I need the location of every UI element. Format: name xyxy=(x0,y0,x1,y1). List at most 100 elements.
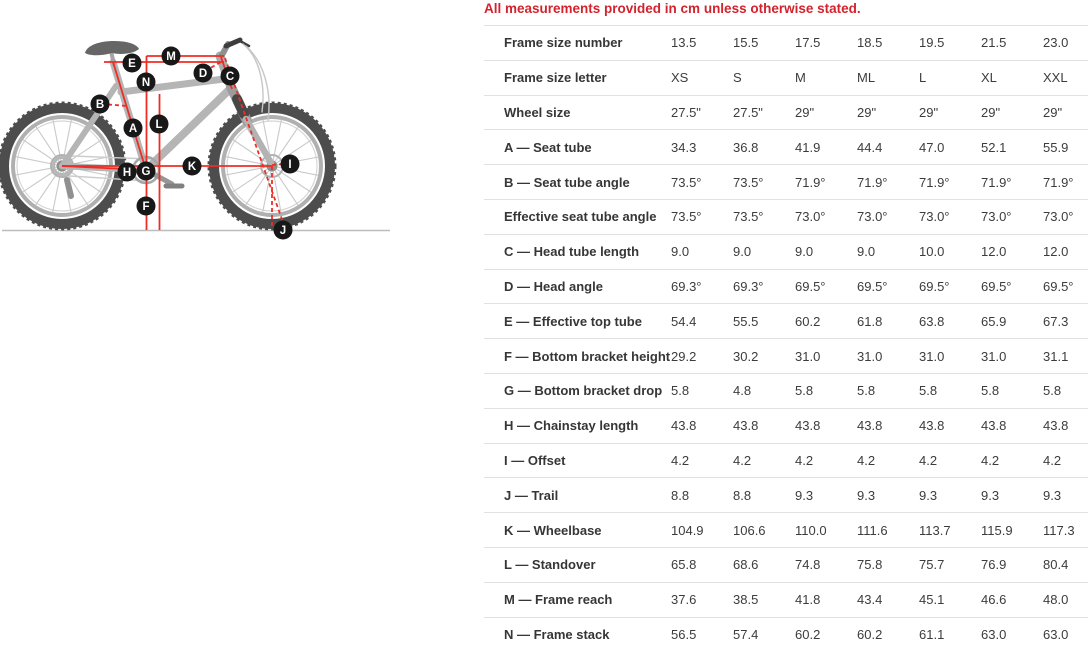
row-value: 5.8 xyxy=(795,373,857,408)
row-value: 29" xyxy=(981,95,1043,130)
row-value: 10.0 xyxy=(919,234,981,269)
row-value: 69.5° xyxy=(981,269,1043,304)
row-value: 8.8 xyxy=(733,478,795,513)
row-value: 45.1 xyxy=(919,582,981,617)
row-value: 4.2 xyxy=(671,443,733,478)
row-value: 43.4 xyxy=(857,582,919,617)
row-value: 73.0° xyxy=(857,199,919,234)
row-value: 73.5° xyxy=(671,165,733,200)
row-value: 46.6 xyxy=(981,582,1043,617)
row-label: Frame size letter xyxy=(484,60,671,95)
svg-text:E: E xyxy=(128,58,136,70)
measurements-note: All measurements provided in cm unless o… xyxy=(484,0,1088,25)
diagram-label-g: G xyxy=(137,162,156,181)
row-value: 38.5 xyxy=(733,582,795,617)
row-value: 9.0 xyxy=(671,234,733,269)
row-value: 67.3 xyxy=(1043,304,1088,339)
row-value: 43.8 xyxy=(1043,408,1088,443)
row-value: 61.1 xyxy=(919,617,981,651)
row-value: 43.8 xyxy=(733,408,795,443)
row-value: 29" xyxy=(1043,95,1088,130)
row-value: 69.5° xyxy=(795,269,857,304)
row-label: M — Frame reach xyxy=(484,582,671,617)
row-value: 43.8 xyxy=(795,408,857,443)
row-value: 4.2 xyxy=(733,443,795,478)
row-value: 113.7 xyxy=(919,513,981,548)
row-value: 19.5 xyxy=(919,26,981,61)
row-value: 17.5 xyxy=(795,26,857,61)
row-value: 65.8 xyxy=(671,547,733,582)
row-value: 43.8 xyxy=(919,408,981,443)
row-value: 44.4 xyxy=(857,130,919,165)
row-value: 73.5° xyxy=(671,199,733,234)
svg-text:K: K xyxy=(188,161,197,173)
row-value: 9.0 xyxy=(857,234,919,269)
row-value: 60.2 xyxy=(795,304,857,339)
svg-text:A: A xyxy=(129,123,137,135)
row-value: 29" xyxy=(857,95,919,130)
svg-text:H: H xyxy=(123,167,131,179)
row-value: 37.6 xyxy=(671,582,733,617)
diagram-label-l: L xyxy=(150,115,169,134)
svg-text:D: D xyxy=(199,68,207,80)
row-value: 71.9° xyxy=(795,165,857,200)
row-value: 69.3° xyxy=(733,269,795,304)
row-value: 110.0 xyxy=(795,513,857,548)
row-value: 5.8 xyxy=(1043,373,1088,408)
row-value: 8.8 xyxy=(671,478,733,513)
row-value: 29.2 xyxy=(671,339,733,374)
row-value: 9.3 xyxy=(981,478,1043,513)
row-value: 41.8 xyxy=(795,582,857,617)
row-value: 9.0 xyxy=(795,234,857,269)
row-value: 71.9° xyxy=(919,165,981,200)
row-value: 76.9 xyxy=(981,547,1043,582)
row-value: 9.3 xyxy=(795,478,857,513)
row-value: 73.0° xyxy=(919,199,981,234)
row-value: 73.0° xyxy=(795,199,857,234)
row-value: 27.5" xyxy=(733,95,795,130)
row-label: J — Trail xyxy=(484,478,671,513)
row-value: 55.5 xyxy=(733,304,795,339)
row-value: 63.8 xyxy=(919,304,981,339)
row-value: 106.6 xyxy=(733,513,795,548)
row-value: 43.8 xyxy=(981,408,1043,443)
row-value: 73.5° xyxy=(733,165,795,200)
row-label: L — Standover xyxy=(484,547,671,582)
row-value: 56.5 xyxy=(671,617,733,651)
svg-text:C: C xyxy=(226,71,234,83)
svg-text:L: L xyxy=(155,119,162,131)
row-value: S xyxy=(733,60,795,95)
row-value: 31.0 xyxy=(919,339,981,374)
row-value: 21.5 xyxy=(981,26,1043,61)
row-value: 5.8 xyxy=(857,373,919,408)
row-value: 29" xyxy=(795,95,857,130)
row-value: XXL xyxy=(1043,60,1088,95)
row-value: 4.2 xyxy=(857,443,919,478)
row-value: 27.5" xyxy=(671,95,733,130)
row-value: 43.8 xyxy=(857,408,919,443)
row-value: 60.2 xyxy=(857,617,919,651)
row-label: K — Wheelbase xyxy=(484,513,671,548)
row-value: 55.9 xyxy=(1043,130,1088,165)
row-value: 69.5° xyxy=(857,269,919,304)
bike-geometry-diagram: A B C D E F G H I J K L M N xyxy=(0,0,400,245)
row-value: 4.2 xyxy=(795,443,857,478)
row-value: 12.0 xyxy=(1043,234,1088,269)
row-value: 47.0 xyxy=(919,130,981,165)
row-value: 73.0° xyxy=(1043,199,1088,234)
row-label: Wheel size xyxy=(484,95,671,130)
row-label: F — Bottom bracket height xyxy=(484,339,671,374)
diagram-label-h: H xyxy=(118,163,137,182)
geometry-table-section: All measurements provided in cm unless o… xyxy=(484,0,1088,651)
row-value: 71.9° xyxy=(857,165,919,200)
row-label: D — Head angle xyxy=(484,269,671,304)
row-value: 111.6 xyxy=(857,513,919,548)
